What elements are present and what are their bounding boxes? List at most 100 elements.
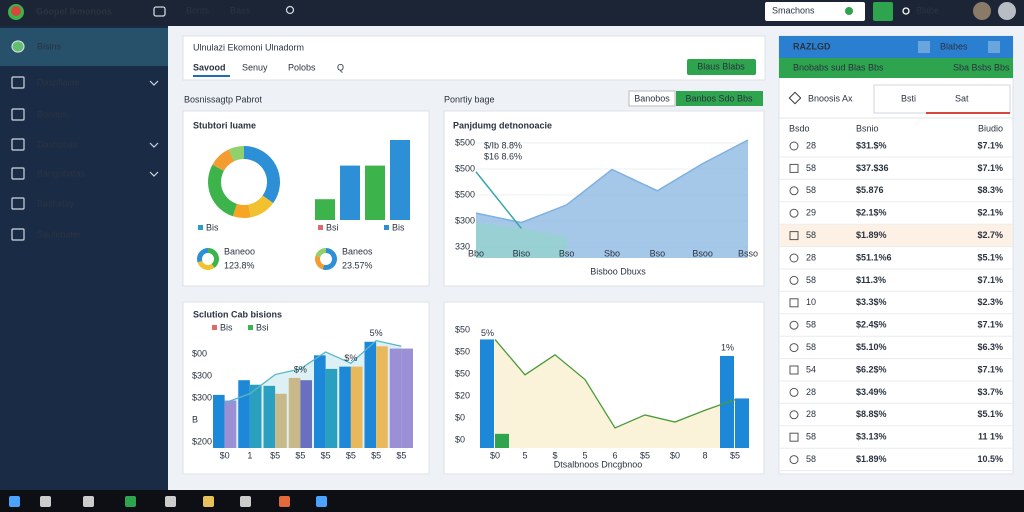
row-id: 28: [806, 387, 816, 397]
sidebar-icon: [11, 197, 25, 210]
sidebar-item[interactable]: Bastiatay: [37, 198, 75, 208]
header-card: [182, 35, 766, 81]
taskbar-icon[interactable]: [203, 496, 214, 507]
row-icon: [789, 253, 799, 263]
taskbar-icon[interactable]: [9, 496, 20, 507]
row-id: 58: [806, 230, 816, 240]
axis-title: Dtsalbnoos Dncgbnoo: [554, 459, 643, 469]
row-icon: [789, 387, 799, 397]
y-tick-label: $20: [455, 390, 470, 400]
nav-icon[interactable]: [153, 6, 166, 17]
sidebar-item[interactable]: Dashbbas: [37, 139, 78, 149]
row-id: 58: [806, 185, 816, 195]
tab[interactable]: Polobs: [288, 62, 316, 72]
bar: [249, 384, 262, 448]
sidebar-item[interactable]: Saufebater: [37, 229, 81, 239]
y-tick-label: $500: [455, 189, 475, 199]
sidebar-item[interactable]: Bisins: [37, 41, 62, 51]
stat-value: 123.8%: [224, 260, 255, 270]
row-value: $2.4$%: [856, 320, 887, 330]
y-tick-label: B: [192, 414, 198, 424]
taskbar-icon[interactable]: [279, 496, 290, 507]
row-id: 58: [806, 275, 816, 285]
bar: [238, 380, 250, 448]
avatar[interactable]: [973, 2, 991, 20]
avatar-2[interactable]: [998, 2, 1016, 20]
x-tick-label: $5: [321, 450, 331, 460]
sidebar-item[interactable]: Bonitos: [37, 109, 68, 119]
search-placeholder[interactable]: Smachons: [772, 5, 815, 15]
taskbar-icon[interactable]: [125, 496, 136, 507]
x-tick-label: $0: [670, 450, 680, 460]
button[interactable]: [676, 91, 763, 106]
panel-button[interactable]: Blabes: [940, 41, 968, 51]
column-header: Bsdo: [789, 123, 810, 133]
panel-band: [779, 58, 1013, 78]
x-tick-label: $: [552, 450, 557, 460]
x-tick-label: $5: [295, 450, 305, 460]
taskbar-icon[interactable]: [316, 496, 327, 507]
taskbar-icon[interactable]: [40, 496, 51, 507]
sidebar-active: [0, 28, 168, 66]
tab[interactable]: Senuy: [242, 62, 268, 72]
y-tick-label: $0: [455, 434, 465, 444]
row-change: $3.7%: [977, 387, 1003, 397]
row-change: $7.1%: [977, 364, 1003, 374]
x-tick-label: 1: [247, 450, 252, 460]
panel-header: [779, 36, 1013, 58]
y-tick-label: $500: [455, 163, 475, 173]
nav-item[interactable]: Bonts: [186, 5, 210, 15]
user-icon: [902, 7, 910, 15]
card-title: Panjdumg detnonoacie: [453, 120, 552, 130]
card-title: Stubtori Iuame: [193, 120, 256, 130]
button[interactable]: [687, 59, 756, 75]
nav-item[interactable]: Bass: [230, 5, 251, 15]
value-label: 5%: [370, 328, 383, 338]
row-change: $7.1%: [977, 275, 1003, 285]
sidebar-icon: [11, 228, 25, 241]
button-label[interactable]: Banobos: [634, 93, 670, 103]
tab[interactable]: Q: [337, 62, 344, 72]
button-label[interactable]: Blaus Blabs: [697, 61, 745, 71]
search-icon[interactable]: [285, 5, 295, 15]
bar: [495, 433, 509, 448]
bar: [480, 339, 494, 448]
row-value: $37.$36: [856, 163, 889, 173]
button-label[interactable]: Banbos Sdo Bbs: [685, 93, 753, 103]
row-value: $3.13%: [856, 432, 887, 442]
taskbar-icon[interactable]: [83, 496, 94, 507]
x-tick-label: $5: [730, 450, 740, 460]
annotation: $/Ib 8.8%: [484, 140, 522, 150]
icon-button[interactable]: [988, 41, 1000, 53]
bar: [275, 393, 287, 448]
search-box[interactable]: [765, 2, 865, 21]
sidebar-item[interactable]: Daspfiaide: [37, 77, 80, 87]
legend-label: Bis: [220, 322, 233, 332]
tab[interactable]: Bnoosis Ax: [808, 93, 853, 103]
y-tick-label: $300: [192, 392, 212, 402]
row-value: $6.2$%: [856, 364, 887, 374]
column-header: Bsnio: [856, 123, 879, 133]
row-icon: [789, 320, 799, 330]
taskbar-icon[interactable]: [240, 496, 251, 507]
action-button[interactable]: [873, 2, 893, 21]
tab[interactable]: Savood: [193, 62, 226, 72]
taskbar-icon[interactable]: [165, 496, 176, 507]
row-id: 58: [806, 163, 816, 173]
donut-segment: [212, 149, 235, 171]
donut-segment: [315, 248, 326, 258]
row-value: $1.89%: [856, 230, 887, 240]
donut-segment: [232, 203, 251, 218]
x-tick-label: $5: [640, 450, 650, 460]
sidebar-item[interactable]: Bangobatas: [37, 168, 86, 178]
user-name[interactable]: Blabe: [916, 5, 939, 15]
tab[interactable]: Sat: [955, 93, 969, 103]
button[interactable]: [628, 90, 676, 107]
bar: [339, 366, 351, 448]
row-value: $51.1%6: [856, 252, 892, 262]
donut-segment: [196, 248, 208, 263]
chevron: [149, 171, 159, 177]
donut-segment: [322, 248, 338, 270]
icon-button[interactable]: [918, 41, 930, 53]
tab[interactable]: Bsti: [901, 93, 916, 103]
